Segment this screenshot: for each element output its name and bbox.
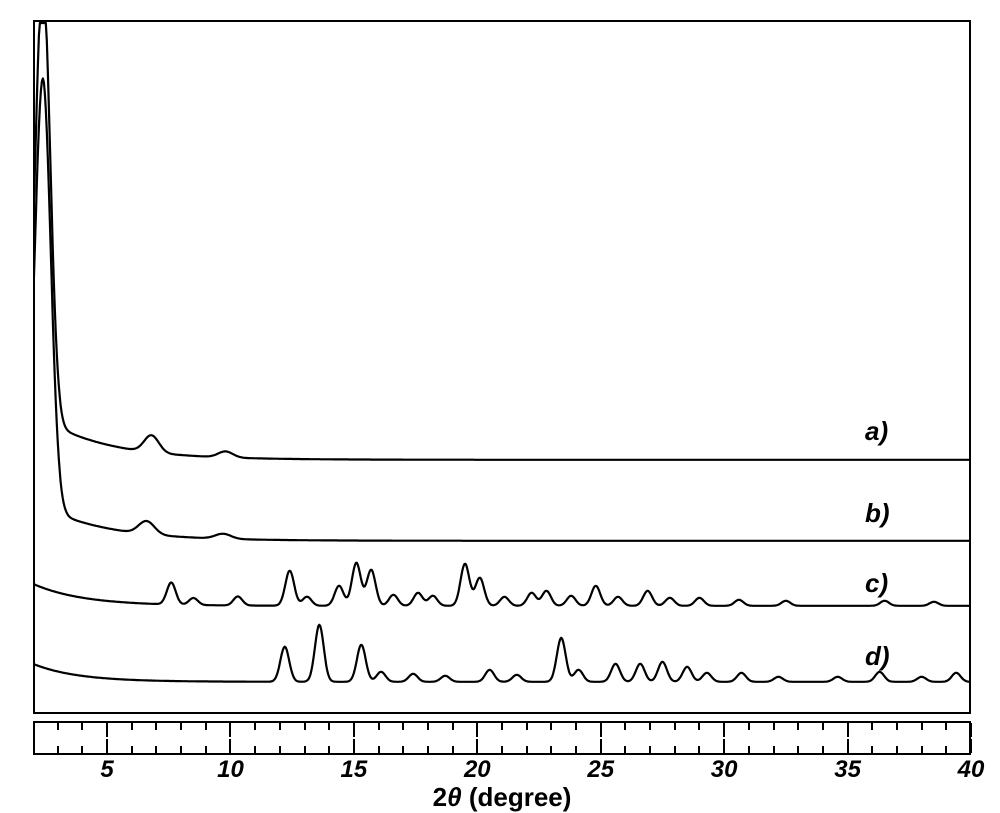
minor-tick <box>205 746 207 753</box>
minor-tick <box>328 723 330 730</box>
major-tick <box>847 723 849 737</box>
minor-tick <box>254 723 256 730</box>
x-tick-label: 10 <box>217 756 244 784</box>
minor-tick <box>871 746 873 753</box>
minor-tick <box>550 746 552 753</box>
minor-tick <box>402 746 404 753</box>
major-tick <box>229 723 231 737</box>
minor-tick <box>452 746 454 753</box>
x-tick-label: 30 <box>711 756 738 784</box>
minor-tick <box>698 723 700 730</box>
major-tick <box>970 723 972 737</box>
major-tick <box>353 739 355 753</box>
minor-tick <box>378 723 380 730</box>
x-tick-label: 40 <box>958 756 985 784</box>
minor-tick <box>649 746 651 753</box>
minor-tick <box>81 723 83 730</box>
minor-tick <box>427 746 429 753</box>
major-tick <box>723 723 725 737</box>
minor-tick <box>427 723 429 730</box>
minor-tick <box>624 746 626 753</box>
major-tick <box>600 739 602 753</box>
x-tick-label: 35 <box>834 756 861 784</box>
minor-tick <box>304 723 306 730</box>
minor-tick <box>945 723 947 730</box>
minor-tick <box>550 723 552 730</box>
trace-label-a: a) <box>865 416 888 447</box>
x-tick-label: 25 <box>587 756 614 784</box>
minor-tick <box>871 723 873 730</box>
minor-tick <box>501 746 503 753</box>
trace-d <box>33 625 971 682</box>
minor-tick <box>57 746 59 753</box>
minor-tick <box>575 746 577 753</box>
minor-tick <box>748 746 750 753</box>
x-axis-label-unit: (degree) <box>469 782 572 812</box>
xrd-traces-svg <box>33 20 971 714</box>
major-tick <box>106 739 108 753</box>
minor-tick <box>674 723 676 730</box>
minor-tick <box>822 723 824 730</box>
major-tick <box>600 723 602 737</box>
minor-tick <box>797 746 799 753</box>
minor-tick <box>279 746 281 753</box>
trace-label-c: c) <box>865 568 888 599</box>
minor-tick <box>575 723 577 730</box>
minor-tick <box>205 723 207 730</box>
minor-tick <box>254 746 256 753</box>
minor-tick <box>155 746 157 753</box>
minor-tick <box>402 723 404 730</box>
minor-tick <box>526 746 528 753</box>
minor-tick <box>328 746 330 753</box>
minor-tick <box>526 723 528 730</box>
major-tick <box>970 739 972 753</box>
minor-tick <box>797 723 799 730</box>
minor-tick <box>501 723 503 730</box>
minor-tick <box>698 746 700 753</box>
trace-label-d: d) <box>865 641 890 672</box>
minor-tick <box>180 723 182 730</box>
minor-tick <box>131 723 133 730</box>
theta-symbol: θ <box>447 782 462 812</box>
x-tick-label: 15 <box>341 756 368 784</box>
major-tick <box>847 739 849 753</box>
major-tick <box>476 723 478 737</box>
minor-tick <box>748 723 750 730</box>
x-tick-label: 5 <box>100 756 113 784</box>
minor-tick <box>896 723 898 730</box>
minor-tick <box>773 746 775 753</box>
trace-b <box>33 79 971 541</box>
minor-tick <box>773 723 775 730</box>
trace-a <box>33 23 971 460</box>
x-tick-label: 20 <box>464 756 491 784</box>
minor-tick <box>624 723 626 730</box>
minor-tick <box>57 723 59 730</box>
minor-tick <box>896 746 898 753</box>
x-axis-label: 2θ (degree) <box>433 782 572 813</box>
major-tick <box>723 739 725 753</box>
major-tick <box>106 723 108 737</box>
x-axis-label-prefix: 2 <box>433 782 447 812</box>
minor-tick <box>378 746 380 753</box>
major-tick <box>229 739 231 753</box>
trace-label-b: b) <box>865 498 890 529</box>
trace-c <box>33 563 971 606</box>
minor-tick <box>674 746 676 753</box>
minor-tick <box>131 746 133 753</box>
minor-tick <box>155 723 157 730</box>
minor-tick <box>304 746 306 753</box>
minor-tick <box>822 746 824 753</box>
major-tick <box>476 739 478 753</box>
major-tick <box>353 723 355 737</box>
minor-tick <box>81 746 83 753</box>
minor-tick <box>279 723 281 730</box>
minor-tick <box>945 746 947 753</box>
minor-tick <box>921 746 923 753</box>
minor-tick <box>649 723 651 730</box>
minor-tick <box>180 746 182 753</box>
minor-tick <box>452 723 454 730</box>
minor-tick <box>921 723 923 730</box>
